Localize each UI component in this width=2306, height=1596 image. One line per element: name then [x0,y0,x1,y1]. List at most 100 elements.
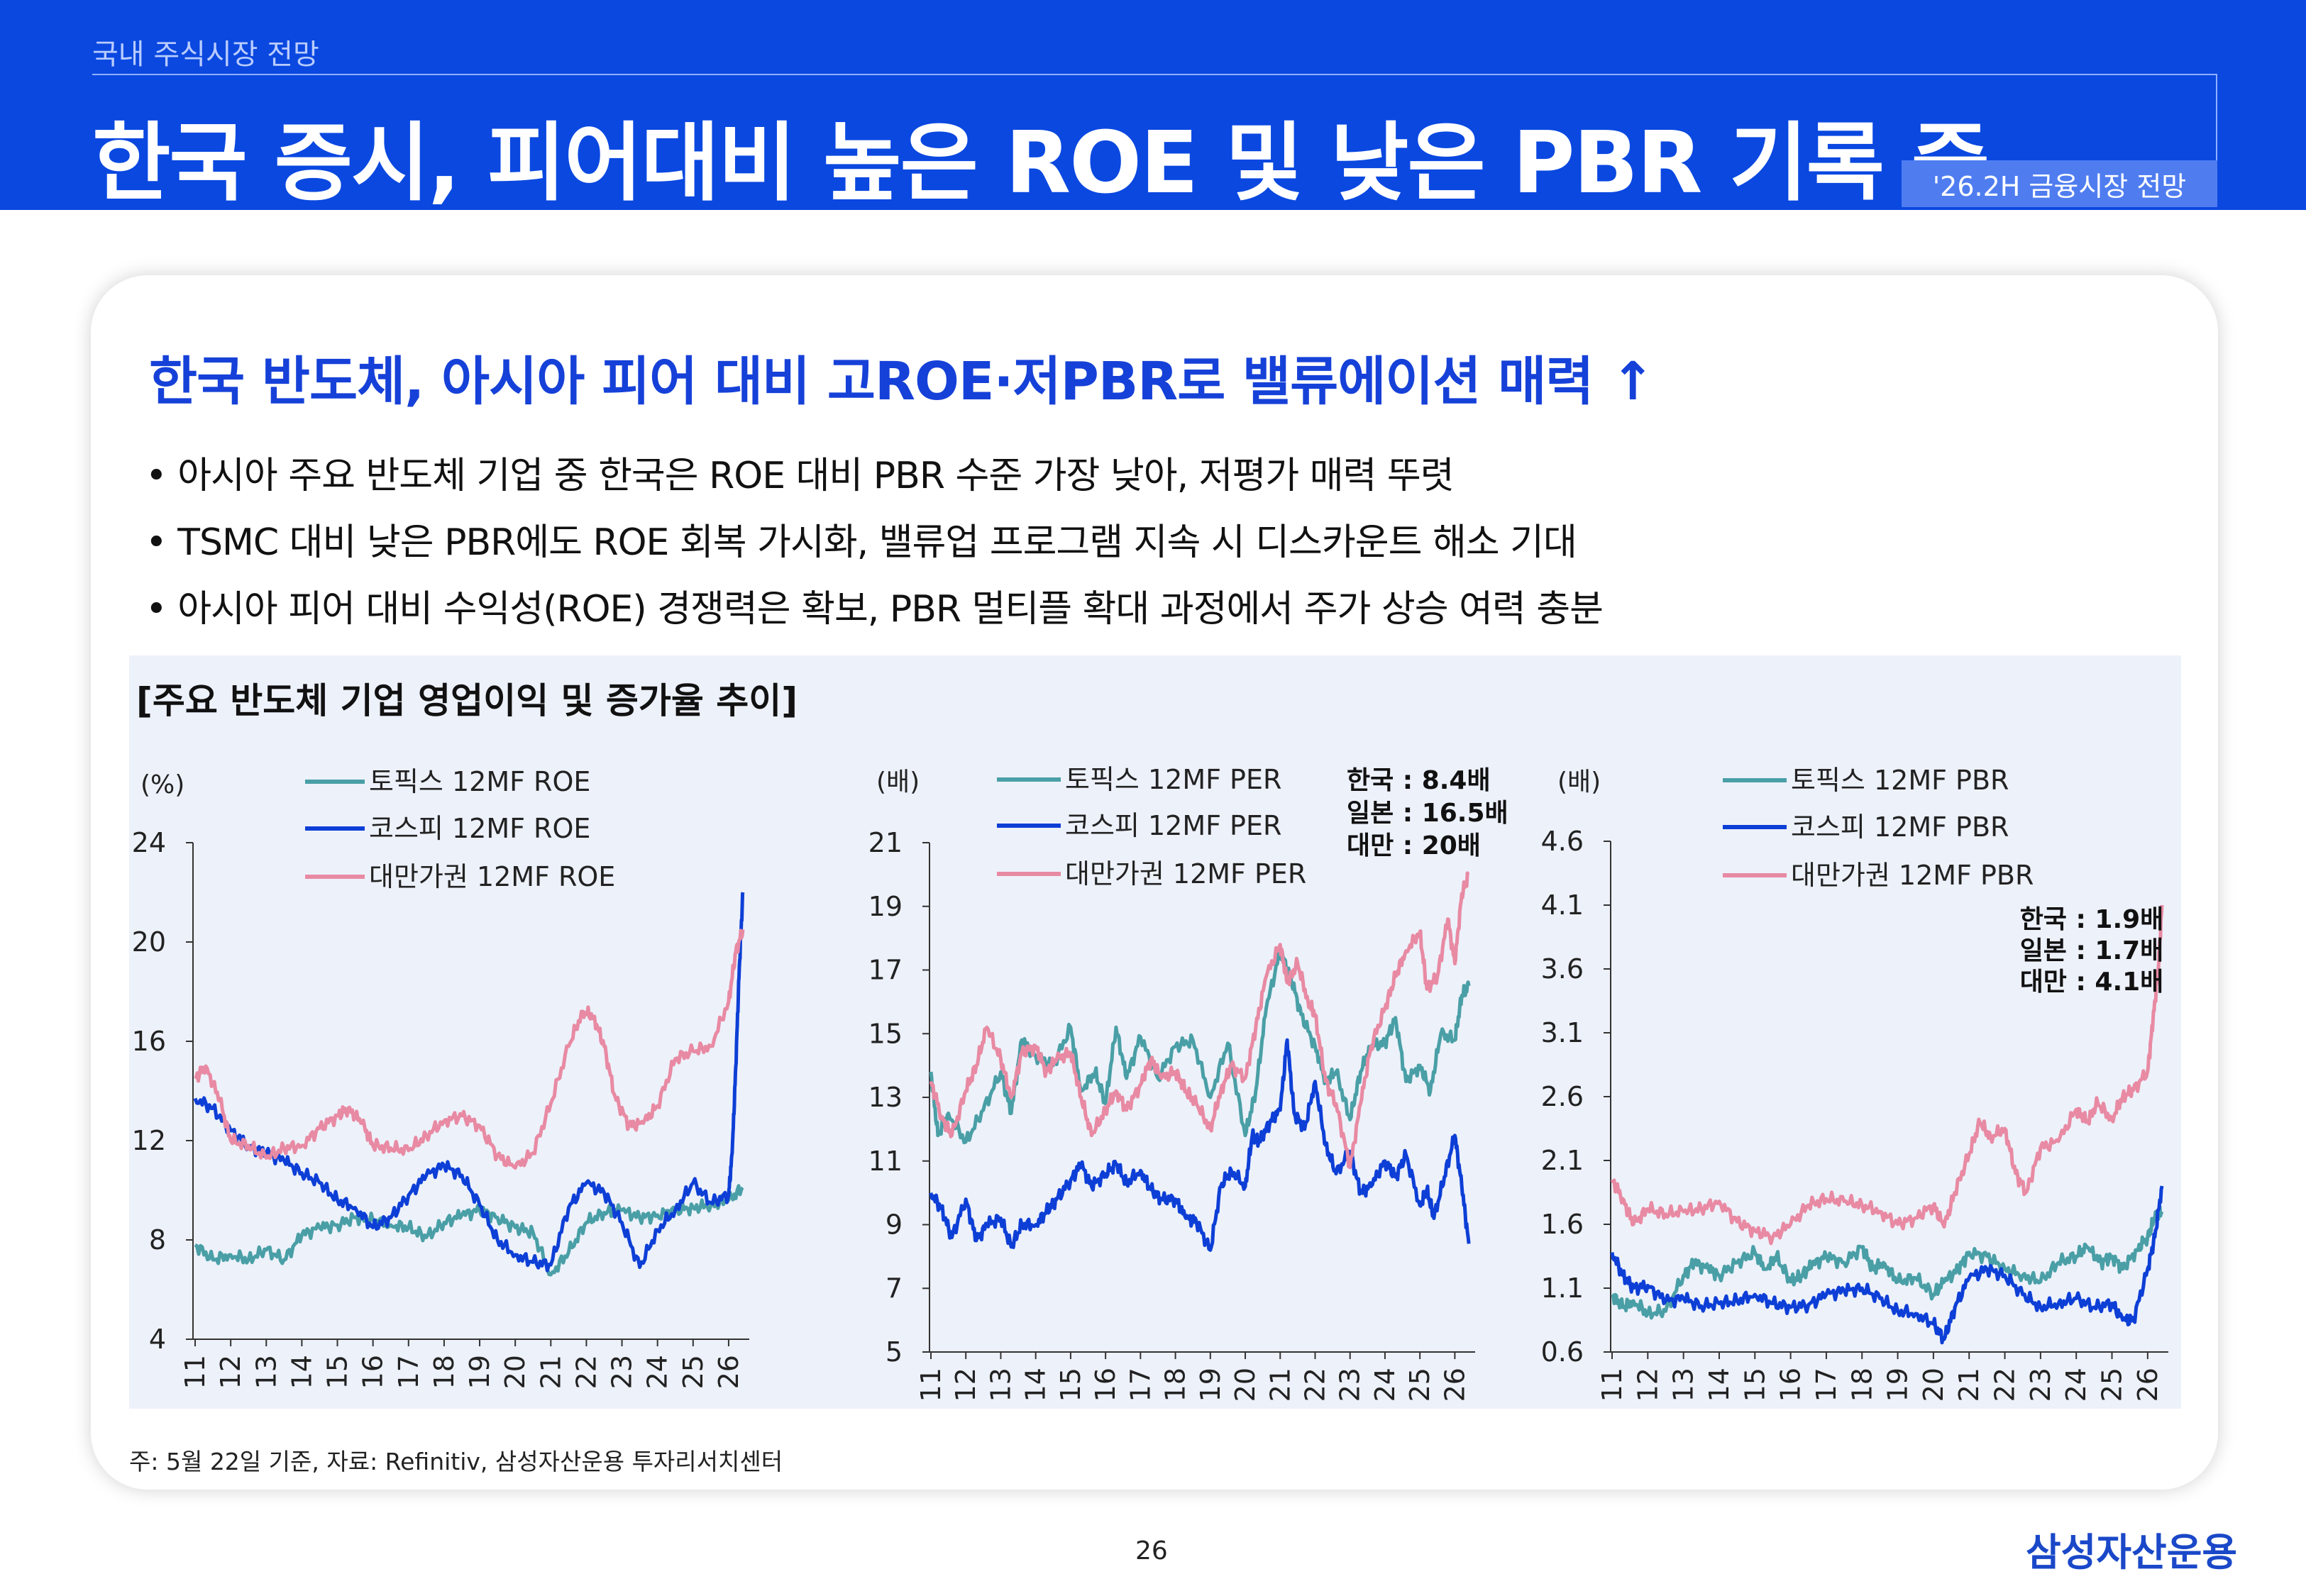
x-tick-label: 23 [1335,1368,1366,1402]
y-tick-label: 24 [132,827,166,858]
annotation-text: 일본 : 1.7배 [2020,936,2164,965]
series-line [193,892,745,1273]
annotation-text: 대만 : 20배 [1347,831,1481,860]
x-tick-label: 20 [1918,1368,1949,1402]
y-tick-label: 4 [149,1324,166,1355]
footnote: 주: 5월 22일 기준, 자료: Refinitiv, 삼성자산운용 투자리서… [129,1448,783,1475]
legend-label: 코스피 12MF PER [1065,810,1281,841]
x-tick-label: 15 [1055,1368,1086,1402]
annotation-text: 대만 : 4.1배 [2020,968,2164,997]
x-tick-label: 23 [607,1355,638,1389]
x-tick-label: 14 [1020,1368,1052,1402]
x-tick-label: 18 [1846,1368,1877,1402]
series-line [929,949,1471,1145]
bullet-2: • TSMC 대비 낮은 PBR에도 ROE 회복 가시화, 밸류업 프로그램 … [145,521,1577,564]
x-tick-label: 11 [180,1355,211,1389]
chart-panel [129,655,2181,1409]
y-tick-label: 13 [868,1082,903,1113]
x-tick-label: 16 [1775,1368,1806,1402]
x-tick-label: 26 [1439,1368,1470,1402]
annotation-text: 한국 : 8.4배 [1347,766,1491,795]
series-line [929,1038,1471,1252]
y-tick-label: 11 [868,1146,903,1177]
annotation-text: 한국 : 1.9배 [2020,905,2164,934]
x-tick-label: 16 [358,1355,389,1389]
legend-label: 토픽스 12MF PBR [1791,765,2009,796]
x-tick-label: 12 [950,1368,981,1402]
legend-label: 토픽스 12MF PER [1065,764,1281,795]
x-tick-label: 17 [1125,1368,1156,1402]
x-tick-label: 21 [1264,1368,1296,1402]
y-tick-label: 20 [132,926,166,958]
report-badge: '26.2H 금융시장 전망 [1902,160,2217,207]
y-tick-label: 4.1 [1541,890,1584,921]
bullet-3: • 아시아 피어 대비 수익성(ROE) 경쟁력은 확보, PBR 멀티플 확대… [145,588,1604,631]
y-tick-label: 16 [132,1026,166,1057]
series-line [194,929,745,1170]
x-tick-label: 14 [1704,1368,1735,1402]
y-tick-label: 5 [886,1336,903,1368]
x-tick-label: 21 [1953,1368,1985,1402]
x-tick-label: 24 [1369,1368,1401,1402]
series-line [194,1184,744,1277]
x-tick-label: 13 [250,1355,282,1389]
x-tick-label: 25 [678,1355,709,1389]
x-tick-label: 17 [393,1355,424,1389]
y-tick-label: 12 [132,1125,166,1156]
x-tick-label: 23 [2025,1368,2056,1402]
header-bar: 국내 주식시장 전망 한국 증시, 피어대비 높은 ROE 및 낮은 PBR 기… [0,0,2306,213]
y-tick-label: 0.6 [1541,1336,1584,1368]
x-tick-label: 15 [322,1355,353,1389]
y-unit-label: (배) [1557,767,1601,797]
y-tick-label: 9 [886,1209,903,1241]
chart-3: (배) 0.6 1.1 1.6 2.1 2.6 3.1 3.6 4.1 4.6 11 12 13 14 15… [1541,765,2168,1402]
x-tick-label: 12 [215,1355,246,1389]
x-tick-label: 11 [915,1368,947,1402]
x-tick-label: 20 [1230,1368,1261,1402]
x-tick-label: 17 [1811,1368,1842,1402]
x-tick-label: 19 [1882,1368,1914,1402]
y-tick-label: 7 [886,1273,903,1304]
x-tick-label: 22 [570,1355,602,1389]
x-tick-label: 12 [1632,1368,1663,1402]
company-logo: 삼성자산운용 [2026,1530,2238,1575]
x-tick-label: 11 [1596,1368,1628,1402]
y-tick-label: 3.6 [1541,953,1584,985]
series-line [1610,904,2164,1246]
section-label: 국내 주식시장 전망 [92,38,319,71]
header-divider-vertical [2216,74,2217,206]
x-tick-label: 22 [1990,1368,2021,1402]
annotation-text: 일본 : 16.5배 [1347,799,1508,828]
x-tick-label: 21 [535,1355,566,1389]
y-tick-label: 2.6 [1541,1081,1584,1112]
x-tick-label: 14 [286,1355,317,1389]
y-tick-label: 19 [868,891,903,922]
legend-label: 대만가권 12MF PER [1065,858,1306,890]
x-tick-label: 19 [1195,1368,1226,1402]
legend-label: 대만가권 12MF ROE [369,861,615,892]
x-tick-label: 24 [2060,1368,2092,1402]
y-tick-label: 15 [868,1018,903,1049]
x-tick-label: 20 [500,1355,531,1389]
header-divider [92,74,2217,75]
page-title: 한국 증시, 피어대비 높은 ROE 및 낮은 PBR 기록 중 [92,114,1990,213]
x-tick-label: 16 [1090,1368,1121,1402]
series-line [1610,1185,2164,1345]
x-tick-label: 25 [2097,1368,2128,1402]
y-tick-label: 8 [149,1224,166,1256]
bullet-1: • 아시아 주요 반도체 기업 중 한국은 ROE 대비 PBR 수준 가장 낮… [145,455,1455,497]
y-unit-label: (%) [140,770,184,799]
x-tick-label: 25 [1404,1368,1435,1402]
x-tick-label: 15 [1739,1368,1770,1402]
legend-label: 토픽스 12MF ROE [369,766,590,797]
y-tick-label: 1.6 [1541,1209,1584,1240]
x-tick-label: 13 [1668,1368,1699,1402]
y-tick-label: 3.1 [1541,1017,1584,1048]
x-tick-label: 26 [713,1355,744,1389]
legend-label: 코스피 12MF ROE [369,813,590,844]
subheading: 한국 반도체, 아시아 피어 대비 고ROE·저PBR로 밸류에이션 매력 ↑ [149,351,1655,412]
x-tick-label: 26 [2132,1368,2163,1402]
